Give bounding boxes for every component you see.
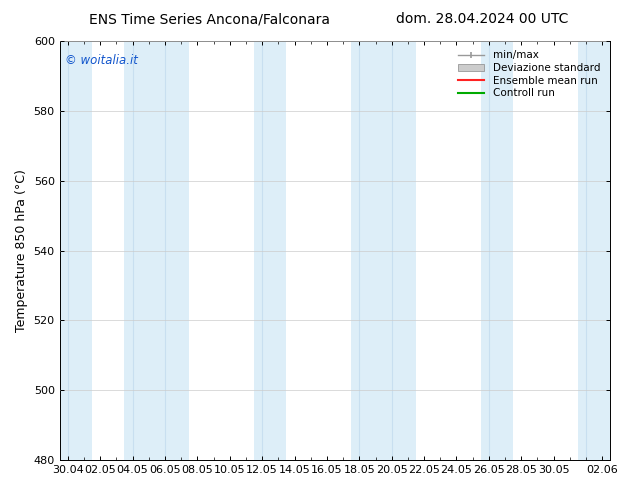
Y-axis label: Temperature 850 hPa (°C): Temperature 850 hPa (°C) [15, 169, 28, 332]
Bar [124, 41, 189, 460]
Text: © woitalia.it: © woitalia.it [65, 53, 138, 67]
Bar [578, 41, 611, 460]
Bar [351, 41, 416, 460]
Bar [481, 41, 513, 460]
Bar [254, 41, 287, 460]
Text: ENS Time Series Ancona/Falconara: ENS Time Series Ancona/Falconara [89, 12, 330, 26]
Text: dom. 28.04.2024 00 UTC: dom. 28.04.2024 00 UTC [396, 12, 568, 26]
Legend: min/max, Deviazione standard, Ensemble mean run, Controll run: min/max, Deviazione standard, Ensemble m… [455, 46, 604, 102]
Bar [60, 41, 92, 460]
